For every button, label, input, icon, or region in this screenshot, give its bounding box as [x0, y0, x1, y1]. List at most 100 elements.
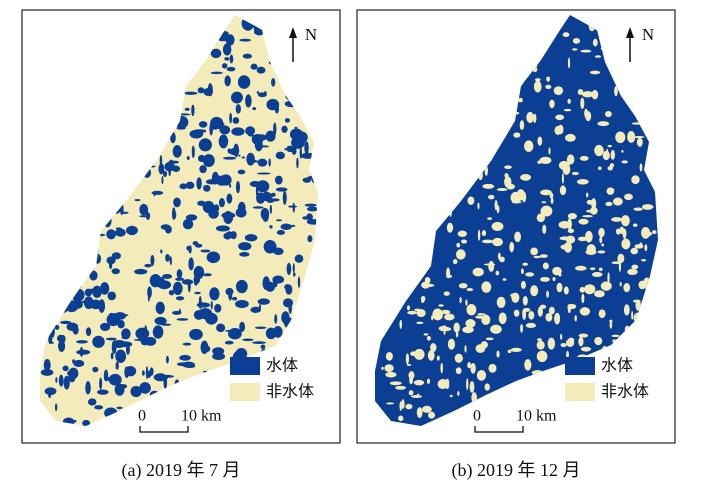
- texture: [199, 165, 207, 174]
- texture: [214, 174, 220, 180]
- texture: [640, 353, 650, 361]
- texture: [458, 283, 468, 289]
- texture: [580, 410, 586, 421]
- texture: [194, 243, 203, 248]
- texture: [416, 321, 424, 325]
- texture: [159, 59, 164, 63]
- texture: [159, 154, 163, 168]
- texture: [254, 326, 267, 329]
- texture: [482, 428, 490, 432]
- texture: [179, 183, 188, 190]
- texture: [537, 306, 543, 317]
- texture: [203, 273, 212, 277]
- texture: [112, 204, 121, 214]
- texture: [272, 275, 285, 284]
- texture: [396, 244, 403, 257]
- texture: [73, 146, 87, 157]
- texture: [222, 43, 232, 56]
- texture: [579, 428, 582, 432]
- texture: [204, 22, 211, 29]
- texture: [86, 120, 95, 129]
- texture: [268, 60, 282, 66]
- texture: [539, 254, 548, 258]
- texture: [555, 114, 565, 121]
- texture: [225, 287, 234, 296]
- texture: [399, 66, 406, 75]
- texture: [181, 361, 195, 368]
- texture: [296, 157, 299, 169]
- texture: [146, 56, 154, 63]
- texture: [149, 390, 160, 399]
- map-area: [375, 15, 658, 432]
- texture: [58, 198, 67, 209]
- texture: [125, 112, 138, 117]
- texture: [623, 66, 630, 72]
- texture: [40, 28, 51, 39]
- texture: [499, 256, 505, 263]
- texture: [292, 263, 295, 273]
- texture: [553, 86, 564, 95]
- texture: [106, 313, 121, 327]
- texture: [110, 352, 114, 360]
- texture: [571, 171, 579, 176]
- texture: [511, 292, 520, 303]
- texture: [513, 382, 522, 393]
- texture: [162, 274, 173, 280]
- texture: [375, 152, 386, 164]
- texture: [179, 354, 191, 361]
- texture: [539, 376, 546, 384]
- texture: [630, 247, 639, 255]
- texture: [428, 196, 433, 204]
- texture: [423, 283, 435, 287]
- texture: [43, 122, 49, 135]
- texture: [432, 421, 443, 426]
- texture: [81, 258, 96, 272]
- texture: [427, 350, 435, 361]
- texture: [382, 258, 388, 266]
- texture: [577, 89, 584, 95]
- texture: [166, 101, 178, 104]
- texture: [595, 360, 598, 368]
- texture: [397, 77, 409, 90]
- texture: [495, 270, 500, 276]
- texture: [543, 20, 555, 33]
- texture: [107, 409, 117, 423]
- texture: [451, 423, 460, 426]
- texture: [425, 174, 432, 177]
- texture: [441, 309, 451, 315]
- texture: [220, 392, 230, 400]
- texture: [584, 284, 596, 295]
- texture: [269, 225, 273, 229]
- texture: [484, 383, 490, 391]
- texture: [547, 337, 556, 350]
- texture: [65, 67, 69, 72]
- texture: [408, 371, 415, 380]
- texture: [290, 62, 295, 66]
- texture: [416, 407, 423, 419]
- texture: [510, 347, 522, 352]
- texture: [469, 381, 475, 393]
- texture: [239, 38, 252, 42]
- texture: [609, 319, 613, 323]
- texture: [268, 158, 271, 167]
- texture: [274, 314, 278, 324]
- texture: [536, 40, 546, 48]
- texture: [517, 32, 525, 40]
- texture: [496, 350, 500, 358]
- texture: [456, 86, 463, 97]
- texture: [176, 318, 189, 321]
- texture: [79, 267, 87, 276]
- texture: [421, 300, 425, 303]
- texture: [157, 34, 172, 42]
- scale-start: 0: [473, 408, 481, 425]
- texture: [438, 26, 450, 31]
- texture: [218, 197, 225, 208]
- texture: [422, 107, 430, 113]
- north-arrow-head: [289, 27, 297, 38]
- texture: [480, 39, 492, 51]
- texture: [476, 370, 487, 381]
- texture: [633, 370, 639, 375]
- texture: [645, 231, 653, 236]
- texture: [536, 213, 546, 223]
- texture: [435, 27, 442, 37]
